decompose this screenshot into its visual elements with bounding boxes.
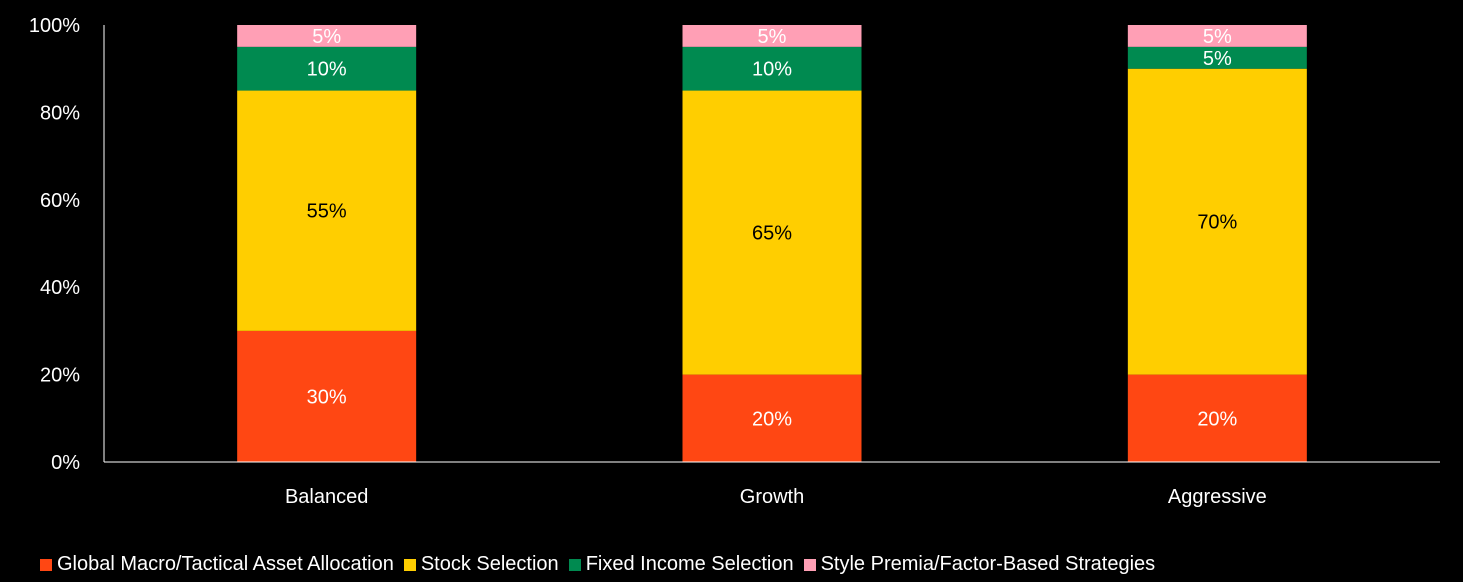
bars: 30%55%10%5%20%65%10%5%20%70%5%5% [237, 25, 1307, 462]
bar-segment [682, 90, 862, 375]
bar-data-label: 5% [1203, 48, 1232, 70]
legend-item: Stock Selection [403, 553, 559, 576]
bar-data-label: 70% [1197, 212, 1237, 234]
legend-item: Style Premia/Factor-Based Strategies [803, 553, 1156, 576]
bar-segment [1127, 68, 1307, 375]
bar-data-label: 10% [752, 59, 792, 81]
bar-segment [1127, 25, 1307, 47]
y-tick-label: 0% [51, 452, 80, 474]
bar-data-label: 20% [752, 408, 792, 430]
legend-swatch [803, 558, 816, 571]
x-tick-label: Aggressive [1168, 486, 1267, 508]
bar-data-label: 20% [1197, 408, 1237, 430]
bar-data-label: 5% [312, 26, 341, 48]
legend-swatch [568, 558, 581, 571]
x-tick-label: Growth [740, 486, 804, 508]
bar-data-label: 10% [307, 59, 347, 81]
bar-segment [682, 25, 862, 47]
bar-segment [1127, 374, 1307, 462]
bar-segment [1127, 46, 1307, 69]
legend-item: Global Macro/Tactical Asset Allocation [40, 553, 394, 576]
x-tick-label: Balanced [285, 486, 368, 508]
bar-segment [237, 25, 417, 47]
legend-label: Global Macro/Tactical Asset Allocation [57, 553, 394, 575]
bar-segment [682, 374, 862, 462]
bar-data-label: 55% [307, 201, 347, 223]
y-axis: 0% 20% 40% 60% 80% 100% [29, 15, 105, 474]
y-tick-label: 60% [40, 190, 80, 212]
bar-segment [237, 90, 417, 331]
legend-swatch [40, 558, 52, 571]
bar-segment [682, 46, 862, 91]
legend-item: Fixed Income Selection [568, 553, 794, 576]
legend-label: Stock Selection [420, 553, 559, 575]
legend-label: Fixed Income Selection [585, 553, 794, 575]
legend: Global Macro/Tactical Asset Allocation St… [40, 552, 1165, 577]
bar-data-label: 5% [1203, 26, 1232, 48]
bar-segment [237, 330, 417, 462]
bar-data-label: 5% [758, 26, 787, 48]
bar-data-label: 30% [307, 386, 347, 408]
y-tick-label: 80% [40, 102, 80, 124]
bar-segment [237, 46, 417, 91]
y-tick-label: 20% [40, 365, 80, 387]
bar-data-label: 65% [752, 223, 792, 245]
y-tick-label: 100% [29, 15, 80, 37]
x-axis: Balanced Growth Aggressive [104, 461, 1440, 508]
legend-label: Style Premia/Factor-Based Strategies [820, 553, 1156, 575]
legend-swatch [403, 558, 416, 571]
y-tick-label: 40% [40, 277, 80, 299]
